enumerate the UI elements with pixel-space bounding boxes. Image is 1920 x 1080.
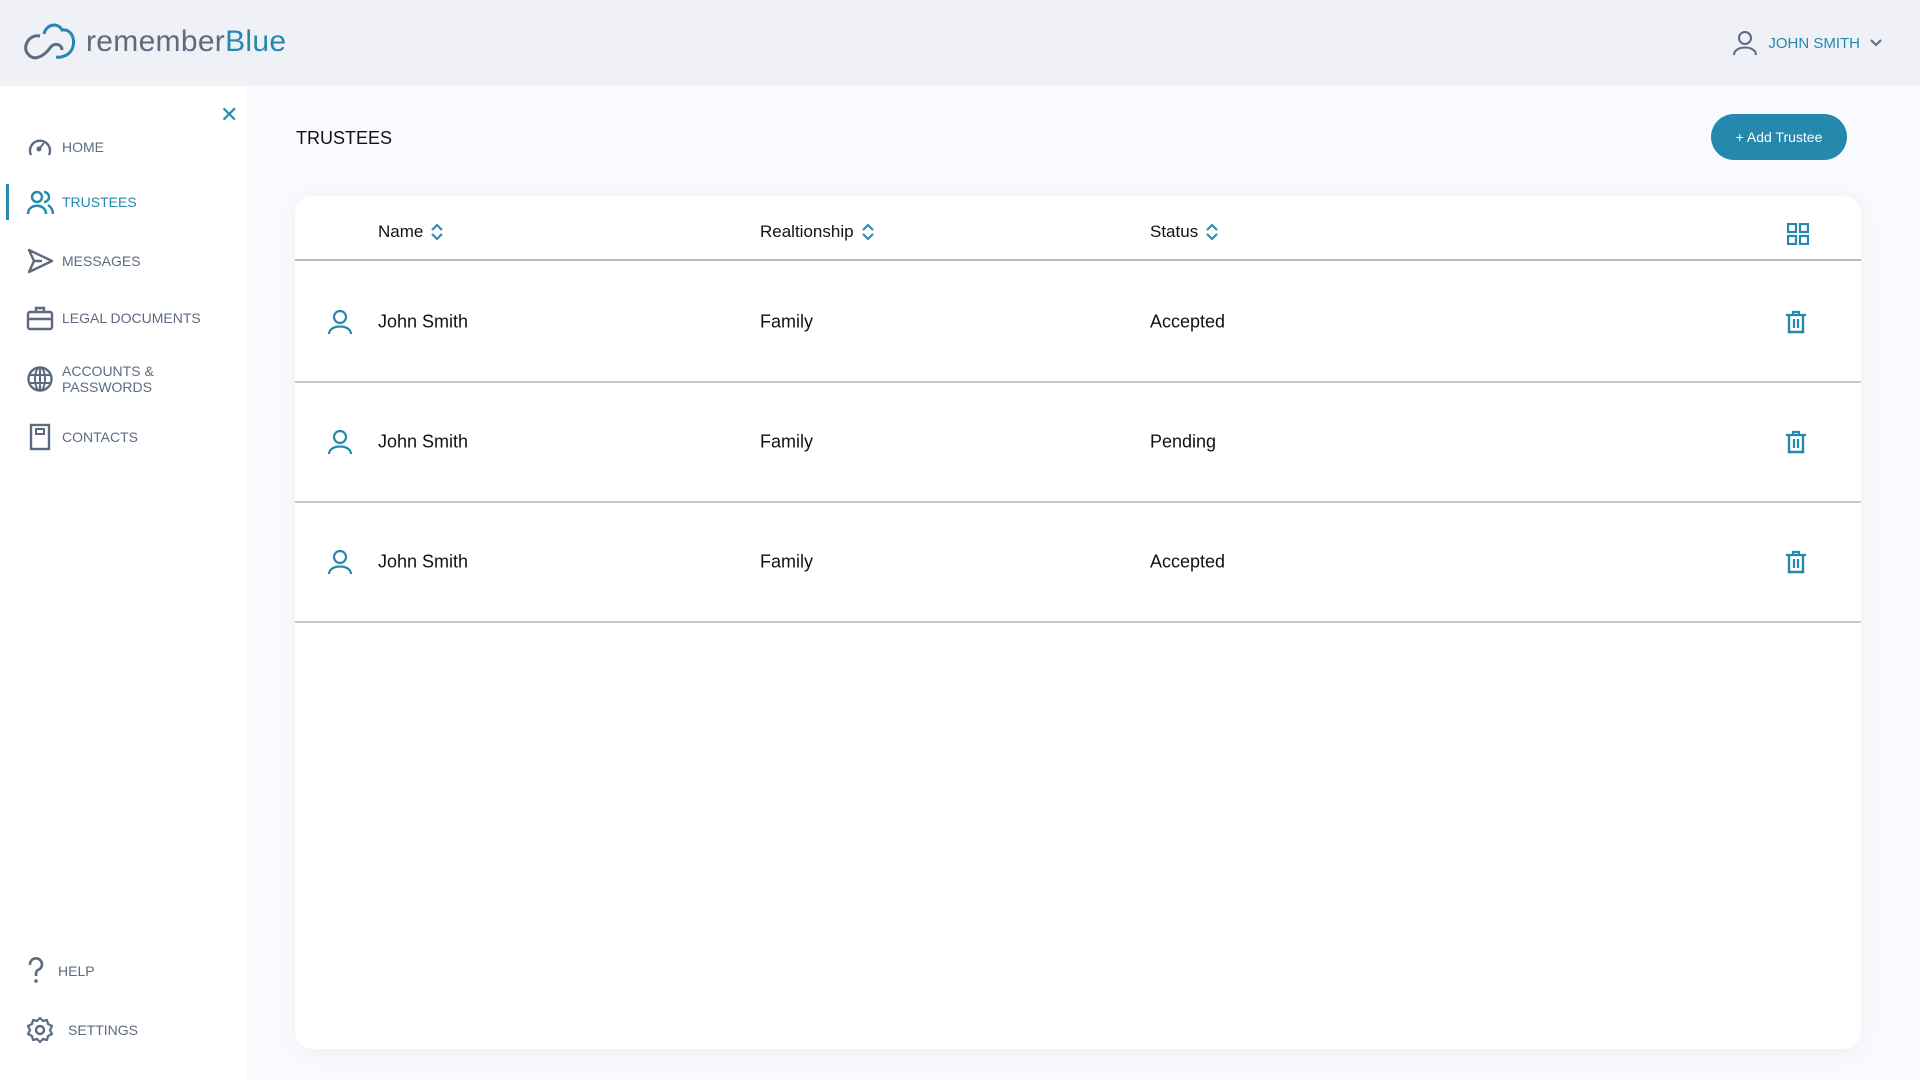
sidebar-item-legal-documents[interactable]: LEGAL DOCUMENTS (0, 298, 247, 338)
user-name: JOHN SMITH (1768, 34, 1860, 52)
column-status: Status (1150, 222, 1199, 241)
trustee-name: John Smith (378, 551, 469, 572)
sidebar-item-accounts-passwords[interactable]: ACCOUNTS & PASSWORDS (0, 359, 247, 399)
logo-text-blue: Blue (225, 25, 287, 58)
gauge-icon (28, 139, 52, 156)
table-row[interactable]: John Smith Family Accepted (295, 263, 1861, 383)
sidebar-item-messages[interactable]: MESSAGES (0, 241, 247, 281)
sidebar: ✕ HOME TRUSTEES MESSAGES LEGAL DOCUMENTS… (0, 86, 247, 1080)
sort-status-header[interactable]: Status (1150, 222, 1218, 242)
sidebar-item-home[interactable]: HOME (0, 127, 247, 167)
question-icon (28, 957, 44, 983)
trustee-relationship: Family (760, 431, 813, 452)
add-trustee-button[interactable]: + Add Trustee (1711, 114, 1847, 160)
logo-text-remember: remember (86, 25, 226, 58)
gear-icon (26, 1016, 54, 1044)
sidebar-item-label: HOME (62, 139, 104, 155)
sidebar-item-label: MESSAGES (62, 253, 141, 269)
sort-relationship-header[interactable]: Realtionship (760, 222, 874, 242)
sidebar-item-settings[interactable]: SETTINGS (0, 1010, 247, 1050)
user-icon (1733, 31, 1758, 56)
table-row[interactable]: John Smith Family Pending (295, 383, 1861, 503)
column-name: Name (378, 222, 424, 241)
trustee-status: Pending (1150, 431, 1217, 452)
table-header: Name Realtionship Status (295, 196, 1861, 261)
table-row[interactable]: John Smith Family Accepted (295, 503, 1861, 623)
person-icon (327, 429, 353, 455)
trustees-table: Name Realtionship Status John Smith Fami… (295, 196, 1861, 1049)
trustee-relationship: Family (760, 311, 813, 332)
sidebar-item-label: SETTINGS (68, 1022, 139, 1038)
users-icon (26, 190, 54, 215)
sort-icon (431, 223, 444, 241)
user-menu[interactable]: JOHN SMITH (1732, 30, 1882, 56)
sidebar-item-contacts[interactable]: CONTACTS (0, 417, 247, 457)
person-icon (327, 549, 353, 575)
cloud-logo-icon (24, 23, 75, 60)
sidebar-item-label: LEGAL DOCUMENTS (62, 310, 201, 326)
sort-name-header[interactable]: Name (378, 222, 444, 242)
person-icon (327, 309, 353, 335)
trustee-name: John Smith (378, 311, 469, 332)
delete-trash-icon[interactable] (1785, 430, 1807, 454)
logo[interactable]: rememberBlue (22, 20, 286, 64)
sidebar-item-trustees[interactable]: TRUSTEES (0, 182, 247, 222)
trustee-status: Accepted (1150, 311, 1226, 332)
sidebar-item-label: HELP (58, 963, 95, 979)
column-relationship: Realtionship (760, 222, 854, 241)
delete-trash-icon[interactable] (1785, 550, 1807, 574)
trustee-relationship: Family (760, 551, 813, 572)
sidebar-item-label: CONTACTS (62, 429, 138, 445)
send-icon (27, 248, 54, 274)
sort-icon (861, 223, 874, 241)
page-title: TRUSTEES (296, 128, 393, 148)
sort-icon (1206, 223, 1218, 241)
delete-trash-icon[interactable] (1785, 310, 1807, 334)
briefcase-icon (26, 306, 54, 331)
sidebar-item-label: ACCOUNTS & PASSWORDS (62, 363, 154, 395)
trustee-status: Accepted (1150, 551, 1226, 572)
grid-view-icon[interactable] (1787, 223, 1809, 245)
contact-book-icon (29, 423, 51, 451)
sidebar-item-help[interactable]: HELP (0, 951, 247, 991)
globe-icon (27, 366, 53, 392)
sidebar-item-label: TRUSTEES (62, 194, 137, 210)
chevron-down-icon (1870, 39, 1882, 47)
close-sidebar-icon[interactable]: ✕ (220, 102, 239, 127)
top-bar: rememberBlue JOHN SMITH (0, 0, 1920, 86)
trustee-name: John Smith (378, 431, 469, 452)
